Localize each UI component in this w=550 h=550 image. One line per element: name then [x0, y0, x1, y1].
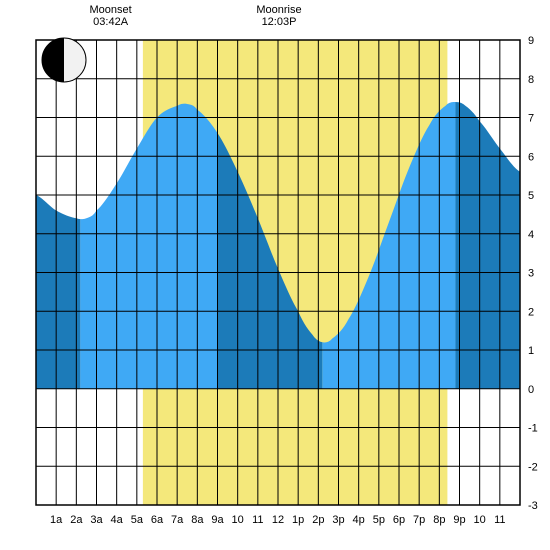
- x-tick-label: 4p: [353, 514, 365, 526]
- x-tick-label: 6a: [151, 514, 164, 526]
- moonrise-label: Moonrise 12:03P: [249, 4, 309, 28]
- x-tick-label: 3a: [90, 514, 103, 526]
- moonrise-title: Moonrise: [249, 4, 309, 16]
- y-tick-label: 0: [528, 384, 534, 396]
- y-tick-label: 5: [528, 190, 534, 202]
- x-tick-label: 10: [474, 514, 486, 526]
- tide-band: [455, 102, 520, 389]
- x-tick-label: 9a: [211, 514, 224, 526]
- x-tick-label: 1p: [292, 514, 304, 526]
- y-tick-label: -1: [528, 423, 538, 435]
- y-tick-label: 4: [528, 229, 534, 241]
- moon-phase-icon: [42, 38, 86, 82]
- x-tick-label: 5p: [373, 514, 385, 526]
- y-tick-label: 9: [528, 35, 534, 47]
- chart-svg: -3-2-101234567891a2a3a4a5a6a7a8a9a101112…: [0, 0, 550, 550]
- x-tick-label: 7p: [413, 514, 425, 526]
- x-tick-label: 11: [494, 514, 505, 526]
- x-tick-label: 11: [252, 514, 263, 526]
- x-tick-label: 7a: [171, 514, 184, 526]
- x-tick-label: 9p: [453, 514, 465, 526]
- x-tick-label: 12: [272, 514, 284, 526]
- x-tick-label: 2a: [70, 514, 83, 526]
- y-tick-label: 3: [528, 268, 534, 280]
- x-tick-label: 5a: [131, 514, 144, 526]
- moonset-title: Moonset: [81, 4, 141, 16]
- y-tick-label: -3: [528, 500, 538, 512]
- y-tick-label: 2: [528, 306, 534, 318]
- x-tick-label: 8p: [433, 514, 445, 526]
- moonset-label: Moonset 03:42A: [81, 4, 141, 28]
- tide-chart: Moonset 03:42A Moonrise 12:03P -3-2-1012…: [0, 0, 550, 550]
- x-tick-label: 8a: [191, 514, 204, 526]
- x-tick-label: 6p: [393, 514, 405, 526]
- moonset-time: 03:42A: [81, 16, 141, 28]
- x-tick-label: 3p: [332, 514, 344, 526]
- y-tick-label: 1: [528, 345, 534, 357]
- y-tick-label: 7: [528, 113, 534, 125]
- tide-band: [36, 195, 80, 389]
- x-tick-label: 1a: [50, 514, 63, 526]
- y-tick-label: 6: [528, 151, 534, 163]
- y-tick-label: 8: [528, 74, 534, 86]
- moonrise-time: 12:03P: [249, 16, 309, 28]
- x-tick-label: 2p: [312, 514, 324, 526]
- y-tick-label: -2: [528, 461, 538, 473]
- x-tick-label: 10: [232, 514, 244, 526]
- x-tick-label: 4a: [111, 514, 124, 526]
